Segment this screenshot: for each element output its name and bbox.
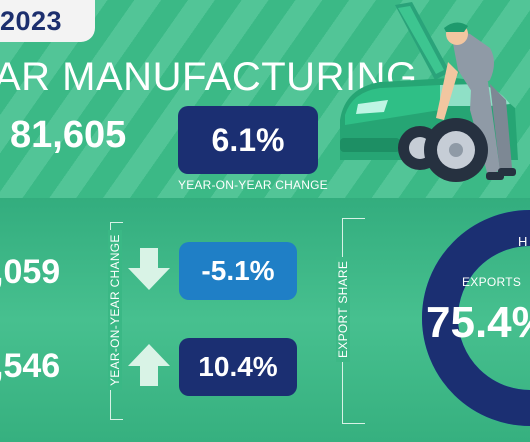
arrow-up-icon [128,344,170,386]
total-units: 81,605 [10,114,127,156]
year-tab: 2023 [0,0,95,42]
year-label: 2023 [0,6,63,36]
export-side-label: EXPORT SHARE [336,256,350,362]
yoy-change-badge: 6.1% [178,106,318,174]
yoy-side-label: YEAR-ON-YEAR CHANGE [108,230,122,390]
change-badge-2: 10.4% [179,338,297,396]
change-badge-1: -5.1% [179,242,297,300]
page-title: AR MANUFACTURING [0,55,418,99]
exports-label: EXPORTS [462,275,522,289]
export-donut-chart [422,210,530,426]
breakdown-number-2: ,546 [0,347,61,385]
home-label: H [518,234,528,249]
arrow-down-icon [128,248,170,290]
change-value-2: 10.4% [198,351,278,382]
donut-export-segment [422,210,530,426]
change-value-1: -5.1% [201,255,275,286]
yoy-change-value: 6.1% [211,121,285,158]
exports-value: 75.4% [426,298,530,347]
car-mechanic-illustration [340,2,518,182]
breakdown-number-1: ,059 [0,253,61,291]
yoy-change-label: YEAR-ON-YEAR CHANGE [178,178,328,192]
